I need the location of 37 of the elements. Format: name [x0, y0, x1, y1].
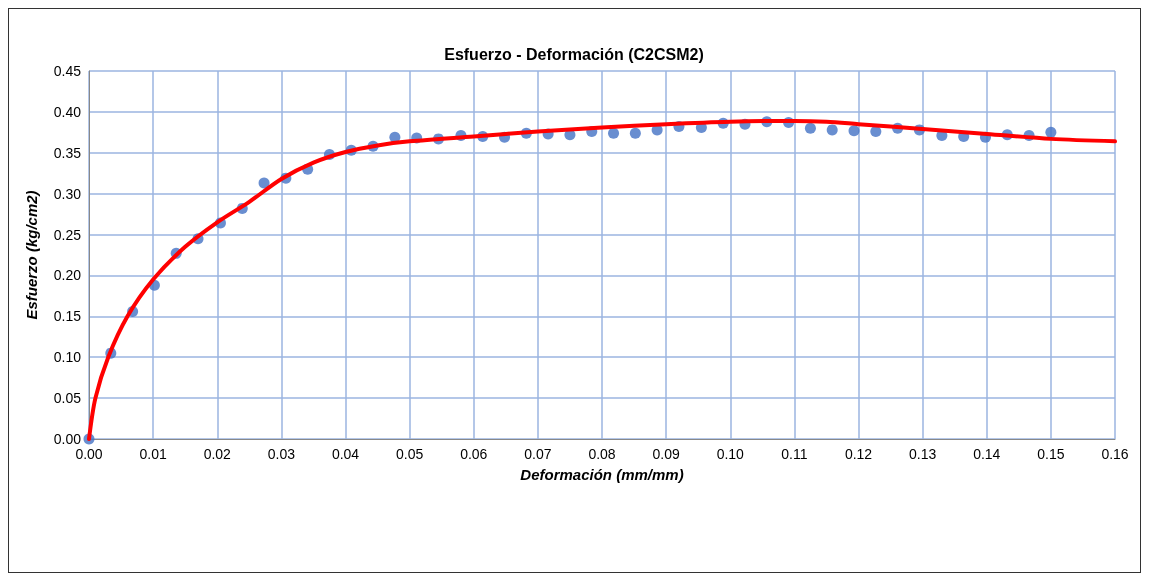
y-tick-label: 0.35	[53, 144, 82, 161]
y-tick-label: 0.10	[53, 349, 82, 366]
x-tick-label: 0.13	[909, 446, 937, 462]
x-tick-label: 0.16	[1101, 446, 1129, 462]
x-axis-title: Deformación (mm/mm)	[520, 466, 684, 483]
x-tick-label: 0.05	[396, 446, 424, 462]
x-tick-label: 0.09	[652, 446, 680, 462]
x-tick-label: 0.10	[716, 446, 745, 462]
point	[804, 122, 816, 134]
x-tick-label: 0.01	[139, 446, 167, 462]
x-tick-label: 0.02	[203, 446, 232, 462]
x-tick-label: 0.08	[588, 446, 616, 462]
x-tick-label: 0.14	[973, 446, 1001, 462]
x-tick-label: 0.00	[75, 446, 103, 462]
x-tick-label: 0.04	[331, 446, 360, 462]
y-tick-label: 0.45	[53, 63, 82, 79]
point	[1045, 126, 1057, 138]
point	[870, 126, 882, 138]
point	[608, 127, 620, 139]
x-tick-label: 0.07	[524, 446, 552, 462]
x-tick-label: 0.12	[844, 446, 873, 462]
y-tick-label: 0.25	[53, 226, 82, 243]
x-tick-label: 0.06	[460, 446, 488, 462]
y-axis-title: Esfuerzo (kg/cm2)	[23, 190, 40, 320]
point	[848, 125, 860, 137]
point	[629, 127, 641, 139]
chart-title: Esfuerzo - Deformación (C2CSM2)	[444, 45, 704, 63]
x-tick-label: 0.03	[267, 446, 296, 462]
y-tick-label: 0.15	[53, 308, 82, 325]
y-tick-label: 0.20	[53, 267, 82, 284]
y-tick-label: 0.00	[53, 431, 82, 447]
y-tick-label: 0.40	[53, 103, 82, 120]
y-tick-label: 0.05	[53, 390, 82, 407]
y-tick-label: 0.30	[53, 185, 82, 202]
x-tick-label: 0.15	[1037, 446, 1065, 462]
x-tick-label: 0.11	[781, 446, 808, 462]
point	[826, 124, 838, 136]
